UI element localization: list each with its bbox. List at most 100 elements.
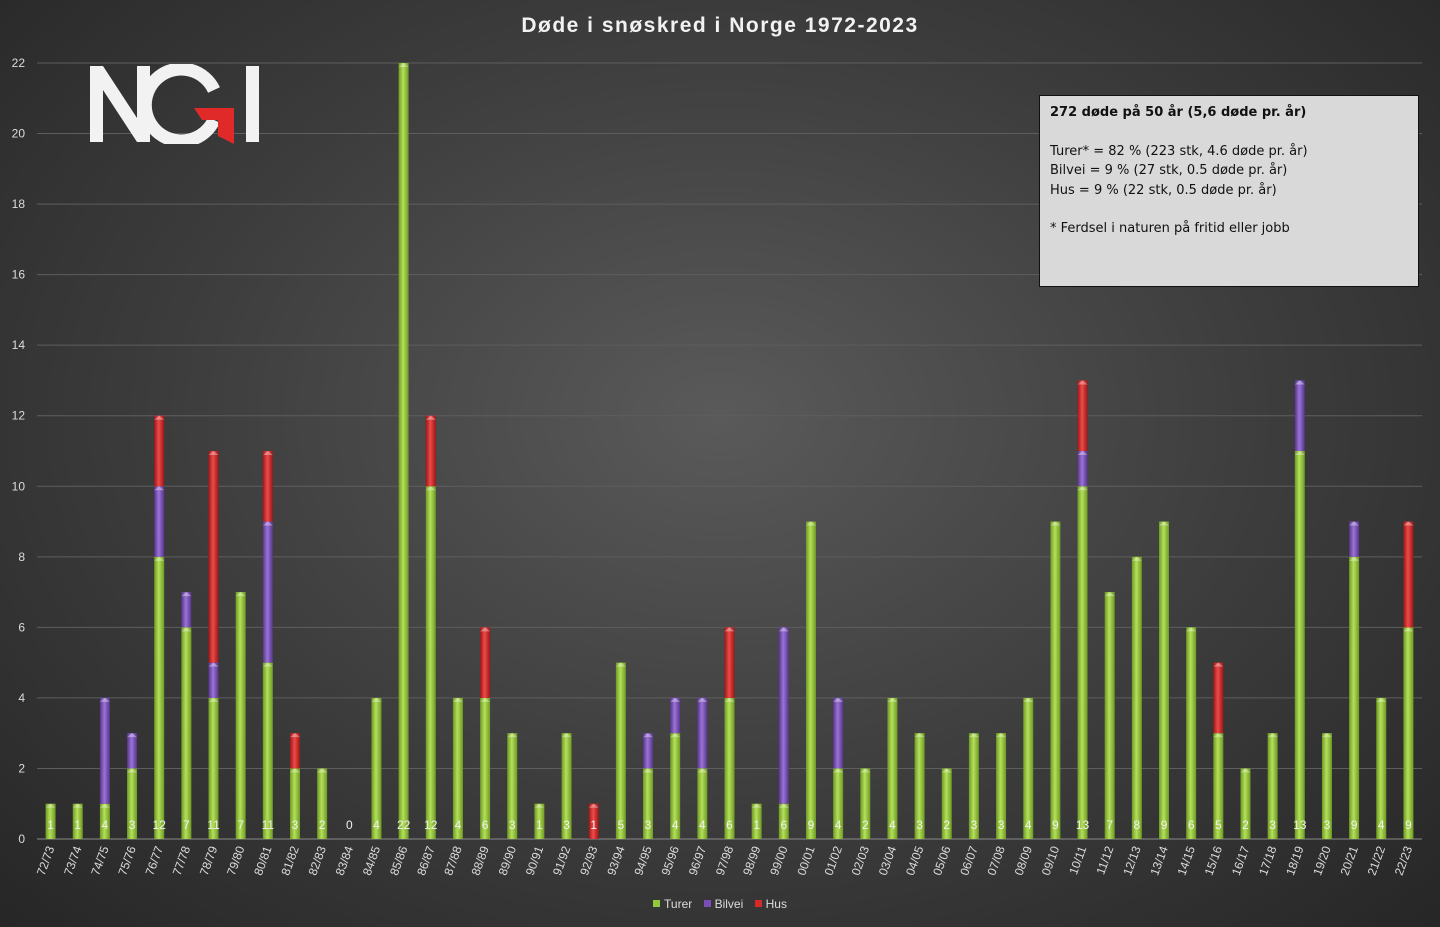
bar-cap-hus	[262, 451, 273, 455]
bar-turer	[480, 697, 491, 839]
bar-total-label: 4	[1378, 818, 1385, 832]
x-tick-label: 92/93	[577, 844, 601, 877]
bar-turer	[561, 733, 572, 839]
bar-cap-turer	[697, 768, 708, 773]
x-tick-label: 84/85	[360, 844, 384, 877]
bar-total-label: 8	[1134, 818, 1141, 832]
bar-turer	[968, 733, 979, 839]
x-tick-label: 82/83	[306, 844, 330, 877]
bar-turer	[1376, 697, 1387, 839]
bar-bilvei	[1294, 380, 1305, 451]
bar-total-label: 3	[563, 818, 570, 832]
x-tick-label: 05/06	[930, 844, 954, 877]
x-tick-label: 00/01	[794, 844, 818, 877]
x-tick-label: 77/78	[170, 844, 194, 877]
bar-total-label: 9	[1161, 818, 1168, 832]
bar-cap-turer	[724, 697, 735, 702]
bar-cap-turer	[507, 733, 518, 738]
x-tick-label: 85/86	[387, 844, 411, 877]
bar-total-label: 3	[292, 818, 299, 832]
bar-hus	[425, 415, 436, 487]
bar-cap-bilvei	[181, 592, 192, 597]
bar-turer	[208, 697, 219, 839]
bar-turer	[670, 733, 681, 839]
bar-turer	[643, 768, 654, 839]
x-tick-label: 99/00	[767, 844, 791, 877]
bar-total-label: 6	[1188, 818, 1195, 832]
x-tick-label: 14/15	[1175, 844, 1199, 877]
bar-cap-turer	[968, 733, 979, 738]
x-tick-label: 04/05	[903, 844, 927, 877]
bar-cap-bilvei	[833, 697, 844, 702]
bar-total-label: 12	[153, 818, 167, 832]
bar-hus	[262, 451, 273, 522]
x-tick-label: 83/84	[333, 844, 357, 877]
bar-hus	[1077, 380, 1088, 451]
bar-hus	[724, 627, 735, 698]
bar-cap-turer	[751, 803, 762, 808]
chart-title: Døde i snøskred i Norge 1972-2023	[521, 14, 919, 37]
x-tick-label: 95/96	[659, 844, 683, 877]
x-tick-label: 20/21	[1337, 844, 1361, 877]
x-tick-label: 18/19	[1283, 844, 1307, 877]
bar-turer	[1294, 451, 1305, 839]
bar-turer	[262, 662, 273, 839]
bar-cap-turer	[643, 768, 654, 773]
x-tick-label: 98/99	[740, 844, 764, 877]
bar-turer	[860, 768, 871, 839]
bar-cap-turer	[670, 733, 681, 738]
bar-cap-bilvei	[778, 627, 789, 632]
bar-total-label: 4	[889, 818, 896, 832]
bar-total-label: 5	[618, 818, 625, 832]
bar-bilvei	[262, 521, 273, 663]
bar-hus	[154, 415, 165, 487]
x-tick-label: 03/04	[876, 844, 900, 877]
bar-turer	[805, 521, 816, 839]
x-tick-label: 96/97	[686, 844, 710, 877]
x-tick-label: 11/12	[1093, 844, 1116, 876]
bar-turer	[534, 803, 545, 839]
bar-cap-turer	[778, 803, 789, 808]
x-tick-label: 76/77	[143, 844, 167, 877]
bar-turer	[317, 768, 328, 839]
bar-turer	[289, 768, 300, 839]
x-tick-label: 08/09	[1012, 844, 1036, 877]
bar-turer	[996, 733, 1007, 839]
bar-hus	[1213, 662, 1224, 734]
bar-total-label: 4	[455, 818, 462, 832]
bar-turer	[371, 697, 382, 839]
x-tick-label: 79/80	[224, 844, 248, 877]
summary-header: 272 døde på 50 år (5,6 døde pr. år)	[1050, 105, 1307, 120]
x-tick-label: 12/13	[1120, 844, 1144, 877]
bar-cap-bilvei	[1077, 451, 1088, 455]
bar-cap-turer	[941, 768, 952, 773]
bar-total-label: 11	[262, 818, 275, 832]
bar-total-label: 4	[699, 818, 706, 832]
bar-total-label: 2	[319, 818, 326, 832]
bar-cap-turer	[887, 697, 898, 702]
x-axis: 72/73 73/74 74/75 75/76 76/77 77/78 78/79 79/80…	[34, 844, 1415, 877]
y-tick-label: 12	[12, 409, 26, 423]
bar-cap-turer	[208, 697, 219, 702]
bar-total-label: 4	[1025, 818, 1032, 832]
bar-bilvei	[778, 627, 789, 804]
y-tick-label: 16	[12, 268, 26, 282]
bar-cap-turer	[1376, 697, 1387, 702]
bar-cap-turer	[805, 521, 816, 526]
legend-label-bilvei: Bilvei	[714, 896, 744, 911]
bar-cap-turer	[860, 768, 871, 773]
y-tick-label: 20	[12, 127, 26, 141]
bars	[45, 63, 1414, 839]
bar-bilvei	[181, 592, 192, 628]
bar-cap-turer	[1240, 768, 1251, 773]
x-tick-label: 72/73	[34, 844, 58, 877]
bar-cap-hus	[154, 415, 165, 420]
bar-total-label: 9	[808, 818, 815, 832]
legend-swatch-turer	[653, 900, 661, 907]
bar-total-label: 3	[645, 818, 652, 832]
bar-turer	[1349, 556, 1360, 839]
bar-turer	[154, 556, 165, 839]
legend-item-bilvei: Bilvei	[703, 896, 744, 911]
bar-total-label: 1	[753, 818, 760, 832]
bar-turer	[1186, 627, 1197, 839]
